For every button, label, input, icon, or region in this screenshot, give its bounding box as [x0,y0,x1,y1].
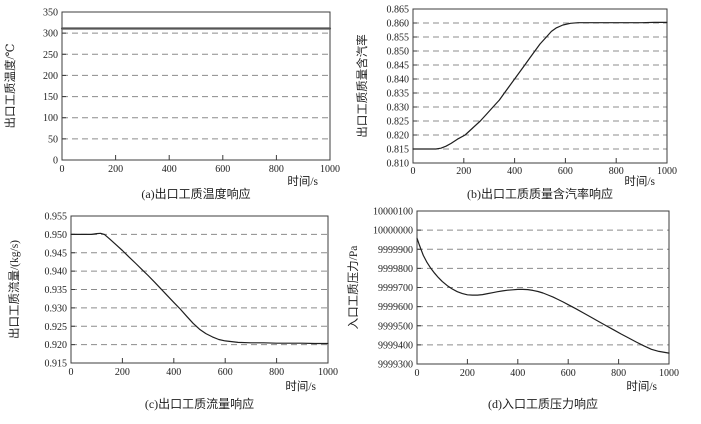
y-tick-label: 0.835 [387,89,410,100]
x-tick-label: 200 [460,368,475,379]
y-tick-label: 0.825 [387,117,410,128]
x-tick-label: 600 [561,368,576,379]
x-tick-label: 400 [166,367,181,378]
y-tick-label: 0.940 [45,267,68,278]
x-tick-label: 600 [218,367,233,378]
y-tick-label: 0.820 [387,131,410,142]
y-axis-title: 出口工质质量含汽率 [355,34,369,138]
x-tick-label: 0 [411,166,416,177]
y-tick-label: 0.860 [387,19,410,30]
y-tick-label: 0.855 [387,33,410,44]
y-tick-label: 0.830 [387,103,410,114]
y-tick-label: 9999700 [378,283,413,294]
y-tick-label: 0.915 [45,359,68,370]
x-tick-label: 800 [609,166,624,177]
chart-a: 0 50 100 150 200 250 300 350 0 200 400 600 800 1000 出口… [3,8,340,202]
x-tick-label: 0 [60,164,65,175]
x-tick-label: 200 [115,367,130,378]
series-line-d [416,237,670,354]
x-tick-label: 200 [108,164,123,175]
y-axis-title: 出口工质流量/(kg/s) [7,240,21,339]
y-tick-label: 9999400 [378,340,413,351]
chart-b: 0.810 0.815 0.820 0.825 0.830 0.835 0.840 0.845… [355,5,677,202]
x-tick-label: 800 [611,368,626,379]
y-tick-label: 150 [43,92,58,103]
x-tick-label: 1000 [318,367,338,378]
y-tick-label: 0.920 [45,340,68,351]
y-tick-label: 9999600 [378,302,413,313]
x-tick-label: 400 [162,164,177,175]
x-tick-label: 400 [510,368,525,379]
x-tick-label: 400 [507,166,522,177]
y-tick-label: 10000000 [373,226,413,237]
plot-border [70,215,329,364]
y-tick-label: 0.925 [45,322,68,333]
x-tick-label: 600 [558,166,573,177]
y-tick-label: 9999900 [378,245,413,256]
x-tick-label: 0 [69,367,74,378]
plot-border [412,8,668,164]
x-tick-label: 800 [269,164,284,175]
x-tick-label: 1000 [659,368,679,379]
x-axis-title: 时间/s [626,380,657,393]
x-axis-title: 时间/s [624,175,655,188]
y-tick-label: 0.930 [45,303,68,314]
y-tick-label: 0.955 [45,212,68,223]
subplot-caption: (a)出口工质温度响应 [141,186,250,201]
x-tick-label: 200 [456,166,471,177]
y-tick-label: 9999300 [378,360,413,371]
x-axis-title: 时间/s [285,380,316,393]
y-tick-label: 0.850 [387,47,410,58]
subplot-caption: (d)入口工质压力响应 [488,396,598,411]
y-tick-label: 0.815 [387,145,410,156]
y-tick-label: 9999500 [378,321,413,332]
subplot-caption: (c)出口工质流量响应 [145,396,254,411]
x-tick-label: 600 [215,164,230,175]
y-tick-label: 0.945 [45,248,68,259]
y-tick-label: 0.840 [387,75,410,86]
y-tick-label: 50 [48,134,58,145]
y-tick-label: 100 [43,113,58,124]
y-tick-label: 200 [43,71,58,82]
y-tick-label: 0.865 [387,5,410,16]
y-axis-title: 出口工质温度/℃ [3,43,17,128]
y-tick-label: 9999800 [378,264,413,275]
x-tick-label: 1000 [657,166,677,177]
x-tick-label: 0 [415,368,420,379]
series-line-b [412,21,668,150]
y-tick-label: 0.810 [387,159,410,170]
chart-d: 9999300 9999400 9999500 9999600 9999700 99998… [347,207,679,412]
x-axis-title: 时间/s [287,175,318,188]
y-tick-label: 10000100 [373,207,413,218]
y-tick-label: 250 [43,50,58,61]
series-line-c [70,232,329,345]
y-tick-label: 0 [53,156,58,167]
y-tick-label: 0.935 [45,285,68,296]
y-tick-label: 0.950 [45,230,68,241]
subplot-caption: (b)出口工质质量含汽率响应 [467,186,613,201]
x-tick-label: 800 [269,367,284,378]
y-tick-label: 0.845 [387,61,410,72]
chart-c: 0.915 0.920 0.925 0.930 0.935 0.940 0.945 0.950… [7,212,338,412]
plot-border [61,11,331,161]
x-tick-label: 1000 [320,164,340,175]
y-tick-label: 350 [43,8,58,19]
y-tick-label: 300 [43,29,58,40]
y-axis-title: 入口工质压力/Pa [347,246,360,330]
